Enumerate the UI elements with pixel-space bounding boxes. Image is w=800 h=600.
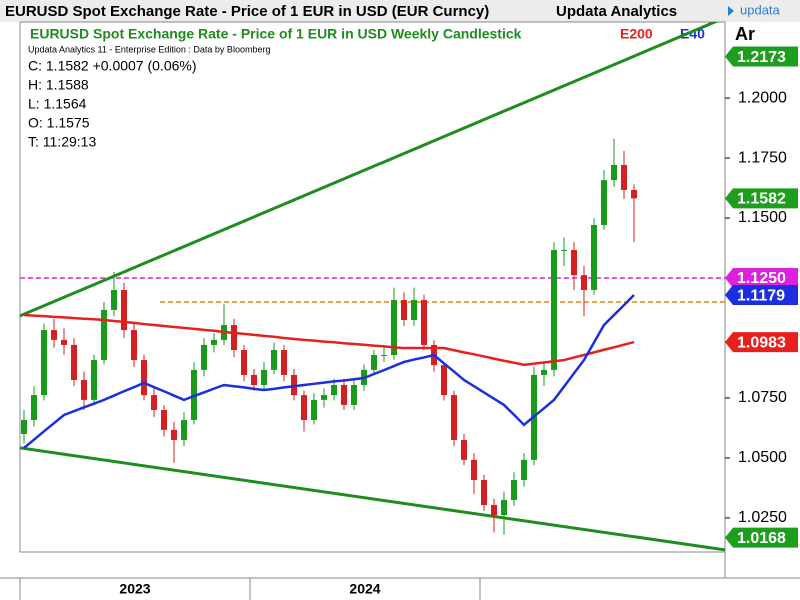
price-tag <box>725 332 798 353</box>
candle-body <box>541 369 547 375</box>
price-tag <box>725 46 798 67</box>
trendline <box>20 446 725 552</box>
info-line: C: 1.1582 +0.0007 (0.06%) <box>28 58 197 74</box>
candle-body <box>71 344 77 380</box>
candle-body <box>271 349 277 370</box>
legend-entry: E200 <box>620 26 653 42</box>
candle-body <box>621 164 627 190</box>
candle-body <box>61 339 67 345</box>
candle-body <box>201 344 207 370</box>
candle-body <box>21 420 27 434</box>
price-tag-label: 1.1582 <box>737 191 786 208</box>
y-tick-label: 1.1750 <box>738 149 787 166</box>
candle-body <box>131 330 137 361</box>
candle-body <box>171 429 177 440</box>
info-line: L: 1.1564 <box>28 96 87 112</box>
candle-body <box>81 379 87 400</box>
candle-body <box>581 275 587 290</box>
candle-body <box>401 300 407 320</box>
candle-body <box>411 300 417 320</box>
candle-body <box>41 330 47 396</box>
candle-body <box>311 399 317 421</box>
candle-body <box>281 349 287 375</box>
candle-body <box>51 330 57 340</box>
candle-body <box>101 309 107 361</box>
candle-body <box>231 325 237 350</box>
candle-body <box>521 459 527 481</box>
price-tag-label: 1.0983 <box>737 334 786 351</box>
y-tick-label: 1.1500 <box>738 209 787 226</box>
info-line: H: 1.1588 <box>28 77 89 93</box>
price-tag <box>725 188 798 209</box>
candle-body <box>261 369 267 386</box>
candle-body <box>241 349 247 375</box>
candle-body <box>451 395 457 440</box>
y-tick-label: 1.0500 <box>738 449 787 466</box>
candle-body <box>631 189 637 199</box>
axis-label: Ar <box>735 24 755 44</box>
candle-body <box>601 180 607 225</box>
candle-body <box>341 385 347 405</box>
candle-body <box>121 289 127 331</box>
candle-body <box>471 459 477 481</box>
header-bar <box>0 0 800 22</box>
price-tag-label: 1.0168 <box>737 530 786 547</box>
price-axis: 1.0250 1.0500 1.0750 1.1500 1.1750 1.2000 1.21… <box>725 46 798 548</box>
plot <box>20 22 725 552</box>
logo-icon <box>728 6 734 16</box>
info-line: T: 11:29:13 <box>28 134 96 150</box>
candle-body <box>141 360 147 396</box>
info-line: O: 1.1575 <box>28 115 90 131</box>
candle-body <box>111 289 117 310</box>
candle-body <box>331 385 337 396</box>
candle-body <box>351 385 357 405</box>
candle-body <box>421 300 427 345</box>
y-tick-label: 1.0750 <box>738 389 787 406</box>
candle-body <box>391 300 397 356</box>
price-tag <box>725 268 798 289</box>
candle-body <box>301 395 307 421</box>
price-tag-label: 1.2173 <box>737 49 786 66</box>
candle-body <box>371 355 377 370</box>
moving-average <box>23 294 635 449</box>
candle-body <box>31 395 37 421</box>
chart-subtitle: EURUSD Spot Exchange Rate - Price of 1 E… <box>30 26 522 42</box>
candle-body <box>551 249 557 370</box>
candle-body <box>561 249 567 251</box>
trendline <box>20 22 719 318</box>
candle-body <box>441 365 447 396</box>
price-tag-label: 1.1179 <box>737 287 785 304</box>
x-tick-label: 2024 <box>349 581 380 597</box>
candle-body <box>511 480 517 500</box>
y-tick-label: 1.2000 <box>738 89 787 106</box>
candle-body <box>251 374 257 386</box>
source-note: Updata Analytics 11 - Enterprise Edition… <box>28 44 270 54</box>
x-tick-label: 2023 <box>119 581 150 597</box>
candle-body <box>91 360 97 400</box>
info-panel: C: 1.1582 +0.0007 (0.06%) H: 1.1588 L: 1.1… <box>28 58 197 150</box>
candle-body <box>321 395 327 400</box>
candle-body <box>161 409 167 430</box>
chart-title: EURUSD Spot Exchange Rate - Price of 1 E… <box>5 3 489 20</box>
candle-body <box>151 395 157 410</box>
brand: Updata Analytics <box>556 3 677 20</box>
price-tag <box>725 285 798 306</box>
candle-body <box>591 224 597 290</box>
price-tag <box>725 527 798 548</box>
candle-body <box>211 339 217 345</box>
candle-body <box>181 420 187 440</box>
candle-body <box>481 480 487 505</box>
candle-body <box>381 355 387 357</box>
price-tag-label: 1.1250 <box>737 270 786 287</box>
candle-body <box>461 439 467 460</box>
logo: updata <box>740 2 781 17</box>
y-tick-label: 1.0250 <box>738 509 787 526</box>
candle-body <box>501 499 507 516</box>
candle-body <box>491 504 497 516</box>
moving-average <box>23 313 635 367</box>
candle-body <box>611 164 617 181</box>
plot-area <box>19 21 726 553</box>
candle-body <box>571 249 577 276</box>
